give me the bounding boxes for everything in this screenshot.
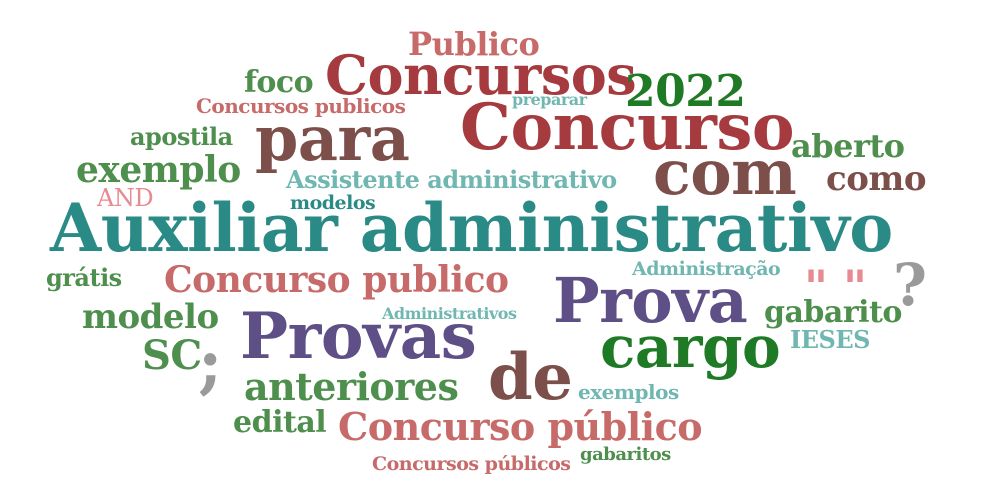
word-prova: Prova: [553, 264, 748, 337]
word-anteriores: anteriores: [244, 364, 459, 409]
word-edital: edital: [233, 405, 327, 440]
word-ieses: IESES: [790, 325, 870, 354]
word-and: AND: [97, 184, 154, 212]
word-para: para: [255, 102, 410, 175]
word-exemplos: exemplos: [578, 380, 679, 404]
word-concurso: Concurso: [460, 90, 795, 165]
word-gabaritos: gabaritos: [580, 444, 671, 465]
word-gratis: grátis: [46, 263, 122, 292]
word-aberto: aberto: [791, 127, 905, 165]
word-publico: Publico: [408, 25, 540, 63]
word-concurso-publico-acc: Concurso público: [338, 404, 703, 449]
word-administracao: Administração: [632, 258, 781, 280]
word-quotes: " ": [804, 260, 867, 314]
word-de: de: [488, 340, 573, 415]
word-2022: 2022: [625, 66, 746, 117]
word-administrativos: Administrativos: [382, 304, 517, 323]
word-exemplo: exemplo: [76, 149, 241, 191]
word-concursos: Concursos: [325, 43, 637, 107]
word-modelo: modelo: [82, 297, 219, 337]
word-foco: foco: [244, 65, 314, 100]
word-como: como: [826, 159, 927, 199]
word-auxiliar-administrativo: Auxiliar administrativo: [50, 189, 893, 267]
word-cargo: cargo: [600, 313, 781, 381]
word-modelos: modelos: [290, 192, 376, 214]
word-concursos-publicos-acc: Concursos públicos: [372, 453, 571, 475]
word-preparar: preparar: [512, 90, 587, 109]
word-question-mark: ?: [893, 251, 927, 319]
word-concurso-publico: Concurso publico: [164, 259, 509, 301]
word-assistente-administrativo: Assistente administrativo: [286, 165, 617, 194]
word-provas: Provas: [240, 299, 477, 374]
word-semicolon: ;: [198, 324, 222, 402]
word-apostila: apostila: [130, 122, 233, 151]
word-com: com: [653, 136, 797, 209]
word-gabarito: gabarito: [764, 295, 902, 330]
word-sc: SC: [142, 332, 202, 379]
word-concursos-publicos: Concursos publicos: [196, 94, 406, 118]
